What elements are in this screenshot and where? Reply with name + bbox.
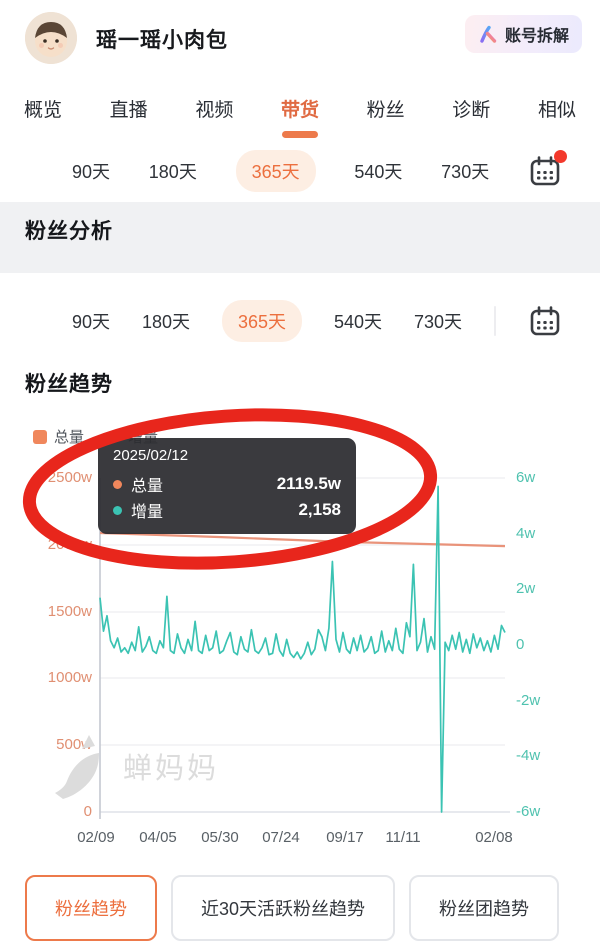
time-range-selector-card: 90天 180天 365天 540天 730天 bbox=[0, 290, 600, 352]
chart-type-switcher: 粉丝趋势 近30天活跃粉丝趋势 粉丝团趋势 bbox=[25, 875, 560, 941]
watermark: 蝉妈妈 bbox=[55, 733, 219, 799]
footer-tab-fanclub-trend[interactable]: 粉丝团趋势 bbox=[409, 875, 560, 941]
tab-similar[interactable]: 相似 bbox=[537, 99, 576, 121]
main-tab-bar: 概览 直播 视频 带货 粉丝 诊断 相似 bbox=[0, 75, 600, 141]
chart-title: 粉丝趋势 bbox=[25, 373, 113, 396]
tooltip-increment-label: 增量 bbox=[131, 504, 164, 521]
card-time-option-540d[interactable]: 540天 bbox=[333, 312, 383, 332]
tab-ecommerce[interactable]: 带货 bbox=[280, 99, 319, 121]
total-dot-icon bbox=[113, 479, 122, 489]
tab-fans[interactable]: 粉丝 bbox=[366, 99, 405, 121]
divider bbox=[493, 306, 496, 336]
tab-overview[interactable]: 概览 bbox=[24, 99, 63, 121]
tab-live[interactable]: 直播 bbox=[109, 99, 148, 121]
time-option-180d[interactable]: 180天 bbox=[148, 162, 197, 182]
calendar-picker-button[interactable] bbox=[528, 150, 567, 188]
notification-dot bbox=[553, 150, 567, 163]
watermark-text: 蝉妈妈 bbox=[123, 753, 220, 785]
tooltip-total-label: 总量 bbox=[131, 478, 164, 495]
tooltip-row-increment: 增量 2,158 bbox=[113, 497, 341, 523]
tab-diagnosis[interactable]: 诊断 bbox=[452, 99, 491, 121]
legend-item-total[interactable]: 总量 bbox=[33, 426, 84, 447]
tooltip-row-total: 总量 2119.5w bbox=[113, 471, 341, 497]
card-time-option-730d[interactable]: 730天 bbox=[413, 312, 463, 332]
tooltip-total-value: 2119.5w bbox=[276, 474, 341, 493]
account-analyze-button[interactable]: 账号拆解 bbox=[464, 15, 582, 53]
increment-dot-icon bbox=[113, 505, 122, 515]
calendar-icon bbox=[530, 156, 560, 186]
legend-total-label: 总量 bbox=[54, 429, 85, 446]
analyze-button-label: 账号拆解 bbox=[504, 28, 569, 45]
footer-tab-fans-trend[interactable]: 粉丝趋势 bbox=[25, 875, 157, 941]
tooltip-date: 2025/02/12 bbox=[113, 447, 189, 464]
avatar[interactable] bbox=[25, 12, 77, 64]
total-legend-marker bbox=[33, 429, 47, 444]
section-divider-band bbox=[0, 202, 600, 273]
card-time-option-365d-selected[interactable]: 365天 bbox=[221, 300, 303, 342]
app-header: 瑶一瑶小肉包 账号拆解 bbox=[0, 0, 600, 75]
time-option-90d[interactable]: 90天 bbox=[72, 162, 111, 182]
active-tab-indicator bbox=[282, 131, 318, 138]
card-calendar-picker-button[interactable] bbox=[528, 304, 562, 338]
chanmama-logo-icon bbox=[55, 735, 99, 799]
card-time-option-90d[interactable]: 90天 bbox=[72, 312, 111, 332]
tab-video[interactable]: 视频 bbox=[195, 99, 234, 121]
calendar-icon bbox=[530, 306, 560, 336]
baby-avatar-image bbox=[25, 12, 77, 64]
tooltip-increment-value: 2,158 bbox=[298, 500, 341, 519]
section-title: 粉丝分析 bbox=[25, 220, 113, 243]
account-name: 瑶一瑶小肉包 bbox=[96, 29, 228, 52]
chart-tooltip: 2025/02/12 总量 2119.5w 增量 2,158 bbox=[98, 438, 356, 534]
time-option-730d[interactable]: 730天 bbox=[441, 162, 490, 182]
time-range-selector-top: 90天 180天 365天 540天 730天 bbox=[0, 140, 600, 202]
footer-tab-active-fans-30d[interactable]: 近30天活跃粉丝趋势 bbox=[171, 875, 396, 941]
time-option-540d[interactable]: 540天 bbox=[354, 162, 403, 182]
ai-sparkle-icon bbox=[480, 25, 497, 43]
time-option-365d-selected[interactable]: 365天 bbox=[235, 150, 316, 192]
card-time-option-180d[interactable]: 180天 bbox=[141, 312, 191, 332]
